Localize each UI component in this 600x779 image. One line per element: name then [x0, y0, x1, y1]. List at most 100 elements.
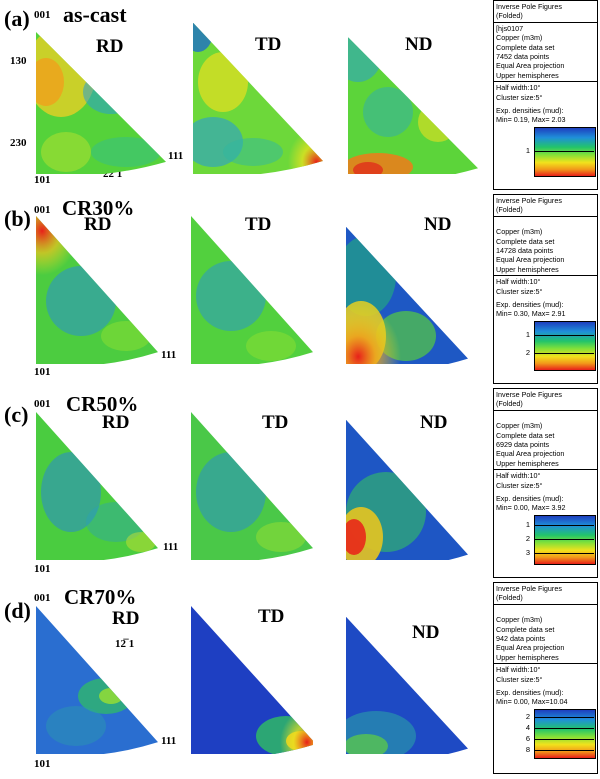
- ipf-nd: [348, 22, 478, 174]
- figure-row-c: (c) CR50% 001 101 111 RD TD ND Inverse P…: [0, 388, 600, 580]
- data-points: 6929 data points: [496, 440, 550, 450]
- direction-td: TD: [258, 606, 285, 627]
- ipf-nd: [346, 216, 468, 364]
- index-111: 111: [163, 541, 179, 553]
- direction-td: TD: [255, 34, 282, 55]
- panel-subtitle: (Folded): [496, 593, 523, 603]
- legend-panel: Inverse Pole Figures (Folded) [hjs0107 Co…: [493, 0, 598, 190]
- condition-label: CR70%: [64, 585, 137, 609]
- scale-tick-label: 1: [525, 519, 530, 529]
- panel-title: Inverse Pole Figures: [496, 390, 562, 399]
- direction-td: TD: [262, 412, 289, 433]
- figure-row-b: (b) CR30% 001 101 111 RD TD ND Inverse P…: [0, 194, 600, 386]
- scale-tick: [534, 552, 594, 554]
- scale-tick: [534, 716, 594, 718]
- panel-subtitle: (Folded): [496, 11, 523, 21]
- index-230: 230: [10, 137, 27, 149]
- direction-nd: ND: [405, 34, 433, 55]
- half-width: Half width:10°: [496, 665, 541, 675]
- scale-tick: [534, 352, 594, 354]
- ipf-td: [191, 606, 313, 754]
- direction-rd: RD: [112, 608, 140, 629]
- direction-rd: RD: [102, 412, 130, 433]
- panel-title: Inverse Pole Figures: [496, 2, 562, 11]
- half-width: Half width:10°: [496, 471, 541, 481]
- direction-nd: ND: [420, 412, 448, 433]
- hemisphere: Upper hemispheres: [496, 70, 559, 80]
- cluster-size: Cluster size:5°: [496, 286, 543, 296]
- densities-label: Exp. densities (mud):: [496, 300, 564, 310]
- legend-panel: Inverse Pole Figures (Folded) Copper (m3m…: [493, 194, 598, 384]
- data-points: 7452 data points: [496, 52, 550, 62]
- data-set: Complete data set: [496, 42, 555, 52]
- direction-nd: ND: [424, 214, 452, 235]
- sample-id: [496, 606, 595, 615]
- data-points: 14728 data points: [496, 246, 554, 256]
- ipf-td: [193, 22, 323, 174]
- ipf-nd: [346, 412, 468, 560]
- ipf-rd: [36, 22, 166, 174]
- cluster-size: Cluster size:5°: [496, 480, 543, 490]
- direction-td: TD: [245, 214, 272, 235]
- cluster-size: Cluster size:5°: [496, 92, 543, 102]
- condition-label: as-cast: [63, 2, 127, 27]
- direction-nd: ND: [412, 622, 440, 643]
- color-bar: [534, 126, 596, 177]
- scale-tick-label: 2: [525, 533, 530, 543]
- scale-tick-label: 2: [525, 347, 530, 357]
- ipf-nd: [346, 606, 468, 754]
- direction-rd: RD: [84, 214, 112, 235]
- densities-label: Exp. densities (mud):: [496, 494, 564, 504]
- half-width: Half width:10°: [496, 83, 541, 93]
- cluster-size: Cluster size:5°: [496, 674, 543, 684]
- panel-title: Inverse Pole Figures: [496, 584, 562, 593]
- min-max: Min= 0.00, Max= 3.92: [496, 503, 566, 513]
- scale-tick: [534, 738, 594, 740]
- scale-tick: [534, 538, 594, 540]
- color-scale: 2 4 6 8: [518, 708, 596, 759]
- half-width: Half width:10°: [496, 277, 541, 287]
- index-111: 111: [161, 735, 177, 747]
- scale-tick: [534, 749, 594, 751]
- sample-id: [496, 218, 595, 227]
- index-111: 111: [168, 150, 184, 162]
- scale-tick-label: 2: [525, 711, 530, 721]
- hemisphere: Upper hemispheres: [496, 264, 559, 274]
- color-scale: 1 2: [518, 320, 596, 371]
- panel-subtitle: (Folded): [496, 205, 523, 215]
- scale-tick: [534, 334, 594, 336]
- hemisphere: Upper hemispheres: [496, 458, 559, 468]
- data-set: Complete data set: [496, 430, 555, 440]
- figure-row-d: (d) CR70% 001 101 12̅ 1 111 RD TD ND Inv…: [0, 582, 600, 778]
- data-points: 942 data points: [496, 634, 546, 644]
- color-bar: [534, 514, 596, 565]
- ipf-td: [191, 216, 313, 364]
- index-001: 001: [34, 204, 51, 216]
- index-130: 130: [10, 55, 27, 67]
- panel-label: (b): [4, 206, 31, 231]
- min-max: Min= 0.30, Max= 2.91: [496, 309, 566, 319]
- index-101: 101: [34, 758, 51, 770]
- phase: Copper (m3m): [496, 421, 543, 431]
- panel-subtitle: (Folded): [496, 399, 523, 409]
- scale-tick-label: 8: [525, 744, 530, 754]
- hemisphere: Upper hemispheres: [496, 652, 559, 662]
- ipf-td: [191, 412, 313, 560]
- index-111: 111: [161, 349, 177, 361]
- index-121: 12̅ 1: [115, 638, 135, 650]
- index-101: 101: [34, 563, 51, 575]
- ipf-rd: [36, 216, 158, 364]
- legend-panel: Inverse Pole Figures (Folded) Copper (m3m…: [493, 388, 598, 578]
- color-bar: [534, 320, 596, 371]
- condition-label: CR50%: [66, 392, 139, 416]
- projection: Equal Area projection: [496, 643, 565, 653]
- projection: Equal Area projection: [496, 449, 565, 459]
- phase: Copper (m3m): [496, 227, 543, 237]
- index-001: 001: [34, 9, 51, 21]
- densities-label: Exp. densities (mud):: [496, 106, 564, 116]
- projection: Equal Area projection: [496, 255, 565, 265]
- panel-label: (a): [4, 6, 30, 31]
- phase: Copper (m3m): [496, 33, 543, 43]
- scale-tick: [534, 524, 594, 526]
- scale-tick-label: 6: [525, 733, 530, 743]
